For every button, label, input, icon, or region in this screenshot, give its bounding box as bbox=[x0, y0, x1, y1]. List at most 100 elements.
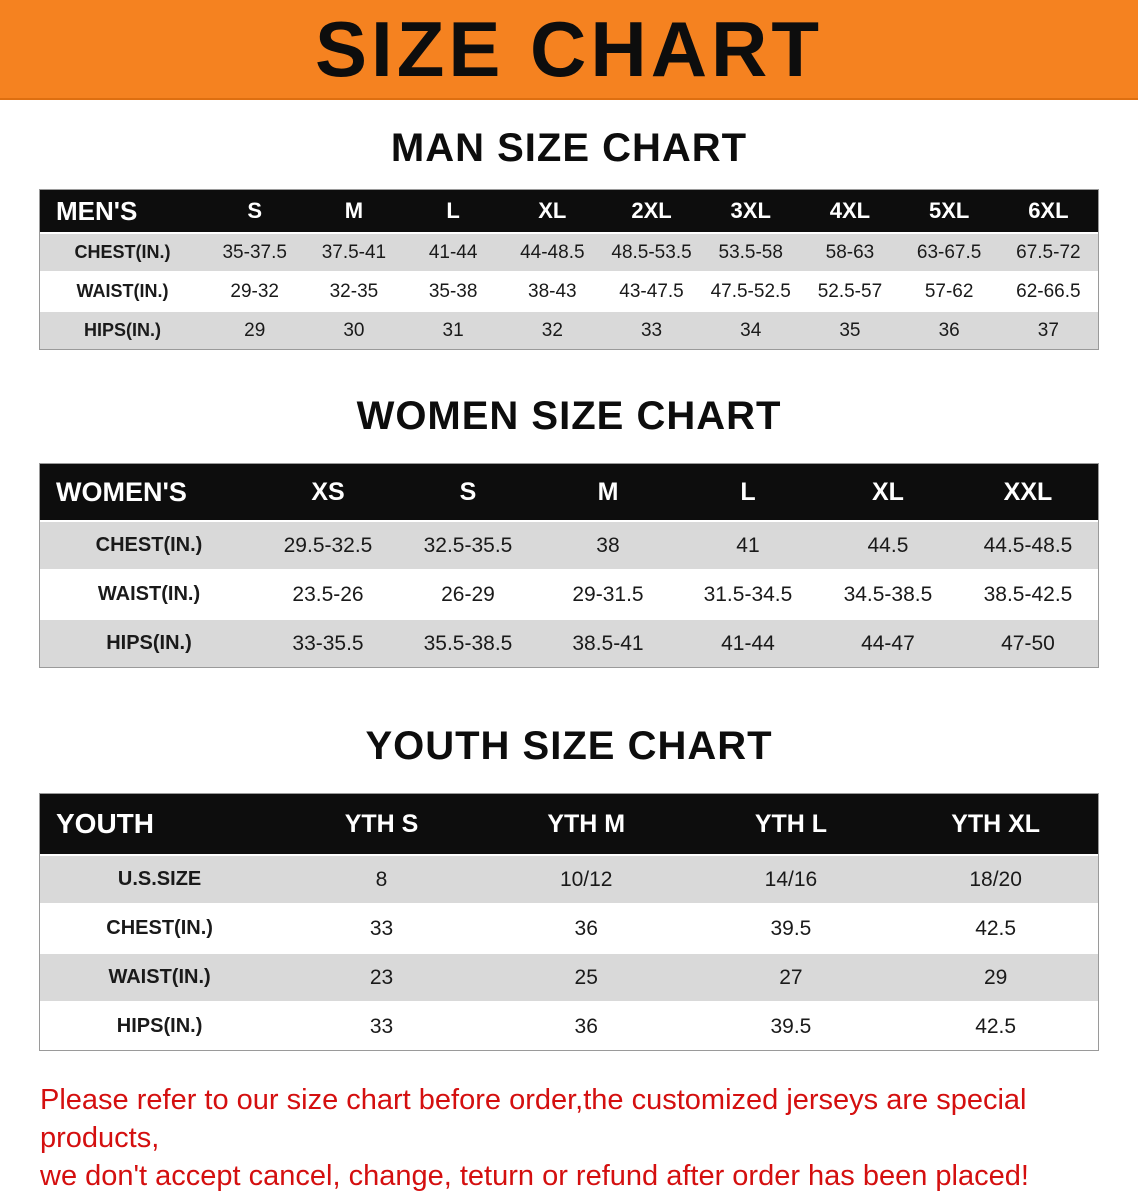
size-value: 67.5-72 bbox=[998, 232, 1098, 271]
size-value: 32.5-35.5 bbox=[398, 520, 538, 569]
size-column-header: M bbox=[304, 190, 404, 232]
size-value: 29 bbox=[893, 952, 1098, 1001]
size-value: 26-29 bbox=[398, 569, 538, 618]
size-value: 43-47.5 bbox=[601, 271, 702, 310]
row-label: CHEST(IN.) bbox=[40, 520, 259, 569]
size-value: 44-47 bbox=[817, 618, 958, 667]
size-value: 33-35.5 bbox=[258, 618, 398, 667]
size-value: 53.5-58 bbox=[701, 232, 801, 271]
size-value: 39.5 bbox=[688, 903, 894, 952]
size-value: 44.5-48.5 bbox=[957, 520, 1098, 569]
size-value: 47-50 bbox=[957, 618, 1098, 667]
size-value: 31.5-34.5 bbox=[677, 569, 818, 618]
size-column-header: S bbox=[398, 464, 538, 520]
size-value: 30 bbox=[304, 310, 404, 349]
size-value: 31 bbox=[403, 310, 503, 349]
size-value: 36 bbox=[483, 903, 689, 952]
size-value: 37.5-41 bbox=[304, 232, 404, 271]
row-label: HIPS(IN.) bbox=[40, 1001, 280, 1050]
size-column-header: L bbox=[677, 464, 818, 520]
table-corner-label: YOUTH bbox=[40, 794, 280, 854]
women-size-section: WOMEN SIZE CHART WOMEN'S XS S M L XL XXL CHEST(… bbox=[0, 394, 1138, 668]
size-column-header: YTH S bbox=[279, 794, 484, 854]
women-size-heading: WOMEN SIZE CHART bbox=[356, 394, 782, 438]
row-label: HIPS(IN.) bbox=[40, 618, 259, 667]
size-value: 37 bbox=[998, 310, 1098, 349]
size-value: 39.5 bbox=[688, 1001, 894, 1050]
size-column-header: M bbox=[537, 464, 678, 520]
table-corner-label: WOMEN'S bbox=[40, 464, 259, 520]
size-value: 33 bbox=[601, 310, 702, 349]
table-corner-label: MEN'S bbox=[40, 190, 206, 232]
page-title: SIZE CHART bbox=[315, 5, 823, 93]
size-value: 41-44 bbox=[403, 232, 503, 271]
size-column-header: 6XL bbox=[998, 190, 1098, 232]
size-value: 33 bbox=[279, 903, 484, 952]
size-value: 41-44 bbox=[677, 618, 818, 667]
size-column-header: YTH M bbox=[483, 794, 689, 854]
table-header-row: MEN'S S M L XL 2XL 3XL 4XL 5XL 6XL bbox=[40, 190, 1098, 232]
row-label: U.S.SIZE bbox=[40, 854, 280, 903]
size-value: 42.5 bbox=[893, 903, 1098, 952]
size-column-header: YTH L bbox=[688, 794, 894, 854]
size-value: 42.5 bbox=[893, 1001, 1098, 1050]
row-label: WAIST(IN.) bbox=[40, 952, 280, 1001]
size-column-header: S bbox=[205, 190, 305, 232]
size-value: 32 bbox=[502, 310, 602, 349]
row-label: HIPS(IN.) bbox=[40, 310, 206, 349]
size-value: 35.5-38.5 bbox=[398, 618, 538, 667]
measurement-row: HIPS(IN.) 33-35.5 35.5-38.5 38.5-41 41-44 44-… bbox=[40, 618, 1098, 667]
measurement-row: HIPS(IN.) 33 36 39.5 42.5 bbox=[40, 1001, 1098, 1050]
youth-size-table: YOUTH YTH S YTH M YTH L YTH XL U.S.SIZE 8 10/12… bbox=[39, 793, 1099, 1051]
size-value: 47.5-52.5 bbox=[701, 271, 801, 310]
size-value: 44-48.5 bbox=[502, 232, 602, 271]
size-value: 63-67.5 bbox=[899, 232, 999, 271]
size-value: 36 bbox=[483, 1001, 689, 1050]
size-value: 8 bbox=[279, 854, 484, 903]
size-column-header: XXL bbox=[957, 464, 1098, 520]
size-column-header: L bbox=[403, 190, 503, 232]
size-column-header: 4XL bbox=[800, 190, 900, 232]
order-notice: Please refer to our size chart before or… bbox=[40, 1081, 1110, 1195]
size-value: 62-66.5 bbox=[998, 271, 1098, 310]
size-value: 34 bbox=[701, 310, 801, 349]
table-header-row: YOUTH YTH S YTH M YTH L YTH XL bbox=[40, 794, 1098, 854]
size-value: 29-31.5 bbox=[537, 569, 678, 618]
size-value: 35-38 bbox=[403, 271, 503, 310]
size-value: 32-35 bbox=[304, 271, 404, 310]
size-column-header: XL bbox=[502, 190, 602, 232]
size-value: 18/20 bbox=[893, 854, 1098, 903]
size-value: 27 bbox=[688, 952, 894, 1001]
man-size-section: MAN SIZE CHART MEN'S S M L XL 2XL 3XL 4XL 5XL 6XL… bbox=[0, 126, 1138, 350]
size-column-header: 2XL bbox=[601, 190, 702, 232]
size-column-header: XS bbox=[258, 464, 398, 520]
women-size-table: WOMEN'S XS S M L XL XXL CHEST(IN.) 29.5-32.5 32.5… bbox=[39, 463, 1099, 668]
order-notice-line-1: Please refer to our size chart before or… bbox=[40, 1084, 1027, 1154]
measurement-row: U.S.SIZE 8 10/12 14/16 18/20 bbox=[40, 854, 1098, 903]
size-value: 10/12 bbox=[483, 854, 689, 903]
men-size-table: MEN'S S M L XL 2XL 3XL 4XL 5XL 6XL CHEST(IN.) 35-37… bbox=[39, 189, 1099, 350]
measurement-row: WAIST(IN.) 23.5-26 26-29 29-31.5 31.5-34.5 34… bbox=[40, 569, 1098, 618]
measurement-row: WAIST(IN.) 29-32 32-35 35-38 38-43 43-47.5 47.… bbox=[40, 271, 1098, 310]
size-value: 35-37.5 bbox=[205, 232, 305, 271]
youth-size-section: YOUTH SIZE CHART YOUTH YTH S YTH M YTH L YTH… bbox=[0, 724, 1138, 1051]
size-value: 23 bbox=[279, 952, 484, 1001]
size-column-header: 3XL bbox=[701, 190, 801, 232]
size-value: 35 bbox=[800, 310, 900, 349]
row-label: CHEST(IN.) bbox=[40, 232, 206, 271]
measurement-row: HIPS(IN.) 29 30 31 32 33 34 35 36 37 bbox=[40, 310, 1098, 349]
size-column-header: XL bbox=[817, 464, 958, 520]
youth-size-heading: YOUTH SIZE CHART bbox=[365, 724, 773, 768]
size-value: 57-62 bbox=[899, 271, 999, 310]
size-column-header: YTH XL bbox=[893, 794, 1098, 854]
size-value: 38-43 bbox=[502, 271, 602, 310]
measurement-row: WAIST(IN.) 23 25 27 29 bbox=[40, 952, 1098, 1001]
size-value: 29 bbox=[205, 310, 305, 349]
banner: SIZE CHART bbox=[0, 0, 1138, 100]
measurement-row: CHEST(IN.) 33 36 39.5 42.5 bbox=[40, 903, 1098, 952]
man-size-heading: MAN SIZE CHART bbox=[390, 126, 748, 170]
size-value: 14/16 bbox=[688, 854, 894, 903]
row-label: WAIST(IN.) bbox=[40, 569, 259, 618]
size-value: 48.5-53.5 bbox=[601, 232, 702, 271]
